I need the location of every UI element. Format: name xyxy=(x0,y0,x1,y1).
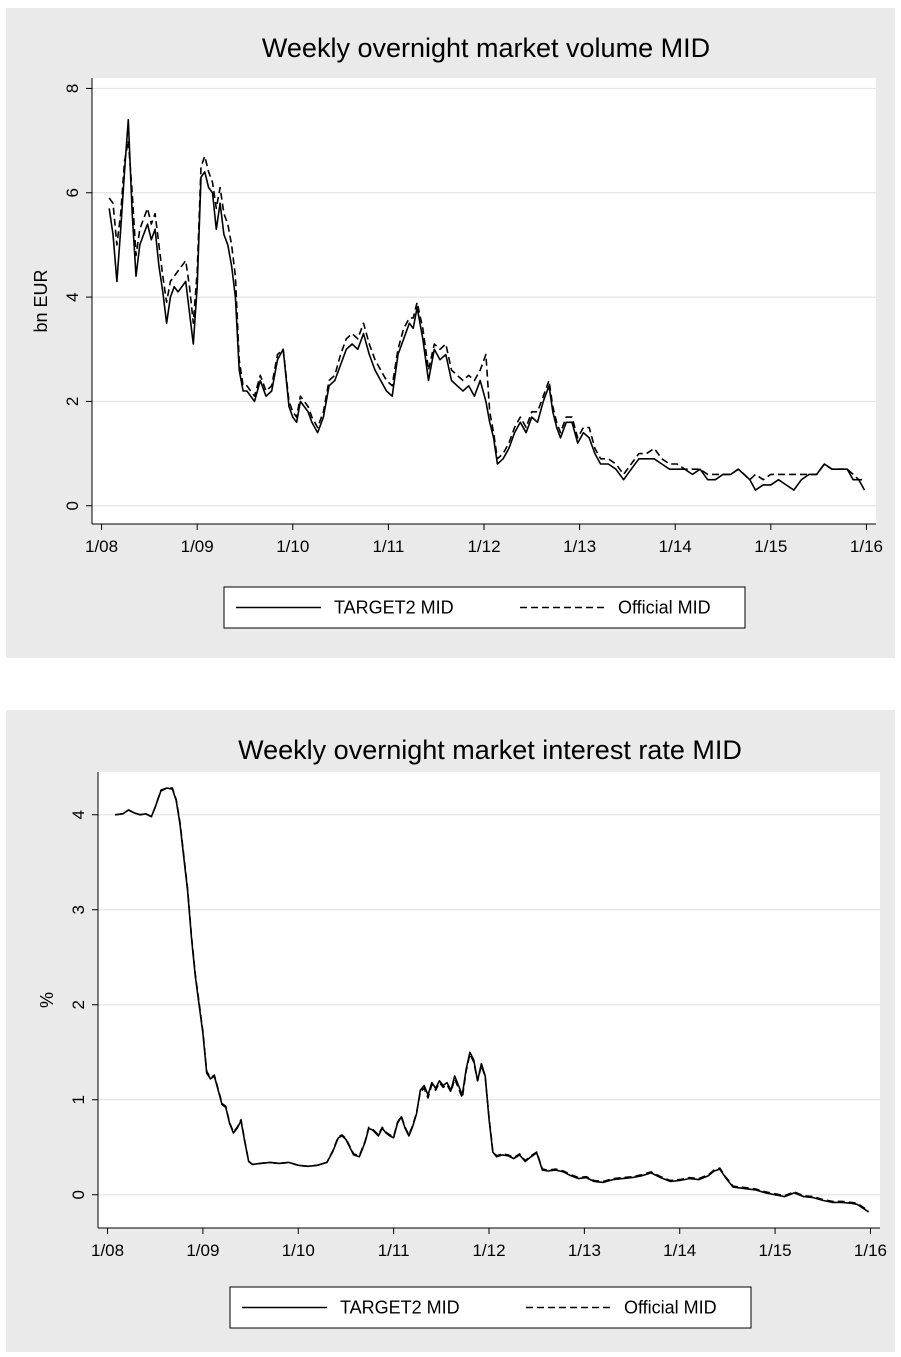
x-tick-label: 1/11 xyxy=(378,1241,410,1260)
plot-area xyxy=(92,78,876,524)
chart-title: Weekly overnight market volume MID xyxy=(262,33,710,63)
y-tick-label: 8 xyxy=(63,84,82,93)
y-tick-label: 0 xyxy=(63,501,82,510)
chart-volume: Weekly overnight market volume MID 0 2 4 6 8… xyxy=(31,33,883,629)
series-line-1 xyxy=(115,787,870,1212)
chart-interest-rate: Weekly overnight market interest rate MI… xyxy=(37,735,887,1329)
y-tick-label: 4 xyxy=(69,810,88,819)
x-tick-label: 1/09 xyxy=(186,1241,219,1260)
y-axis-label: bn EUR xyxy=(31,269,51,332)
x-tick-label: 1/16 xyxy=(850,537,883,556)
legend-label: TARGET2 MID xyxy=(340,1298,460,1318)
x-tick-label: 1/13 xyxy=(563,537,596,556)
y-axis-label: % xyxy=(37,992,57,1008)
y-tick-label: 2 xyxy=(69,1000,88,1009)
x-tick-label: 1/08 xyxy=(85,537,118,556)
y-tick-label: 4 xyxy=(63,292,82,301)
legend-label: Official MID xyxy=(618,598,711,618)
x-tick-label: 1/11 xyxy=(372,537,404,556)
series-line-0 xyxy=(115,787,870,1213)
legend-label: TARGET2 MID xyxy=(334,598,454,618)
x-tick-label: 1/09 xyxy=(181,537,214,556)
x-tick-label: 1/10 xyxy=(282,1241,315,1260)
chart-panel-volume: Weekly overnight market volume MID 0 2 4 6 8… xyxy=(6,8,895,658)
y-tick-label: 0 xyxy=(69,1190,88,1199)
y-tick-label: 1 xyxy=(69,1095,88,1104)
x-tick-label: 1/12 xyxy=(472,1241,505,1260)
x-tick-label: 1/10 xyxy=(276,537,309,556)
x-tick-label: 1/13 xyxy=(568,1241,601,1260)
x-tick-label: 1/14 xyxy=(663,1241,696,1260)
x-tick-label: 1/12 xyxy=(467,537,500,556)
x-tick-label: 1/16 xyxy=(854,1241,887,1260)
plot-area xyxy=(98,772,880,1228)
x-tick-label: 1/15 xyxy=(754,537,787,556)
legend-label: Official MID xyxy=(624,1298,717,1318)
chart-title: Weekly overnight market interest rate MI… xyxy=(238,735,742,765)
x-tick-label: 1/15 xyxy=(759,1241,792,1260)
x-tick-label: 1/14 xyxy=(659,537,692,556)
y-tick-label: 6 xyxy=(63,188,82,197)
y-tick-label: 3 xyxy=(69,905,88,914)
chart-panel-interest-rate: Weekly overnight market interest rate MI… xyxy=(6,710,895,1352)
x-tick-label: 1/08 xyxy=(91,1241,124,1260)
y-tick-label: 2 xyxy=(63,397,82,406)
